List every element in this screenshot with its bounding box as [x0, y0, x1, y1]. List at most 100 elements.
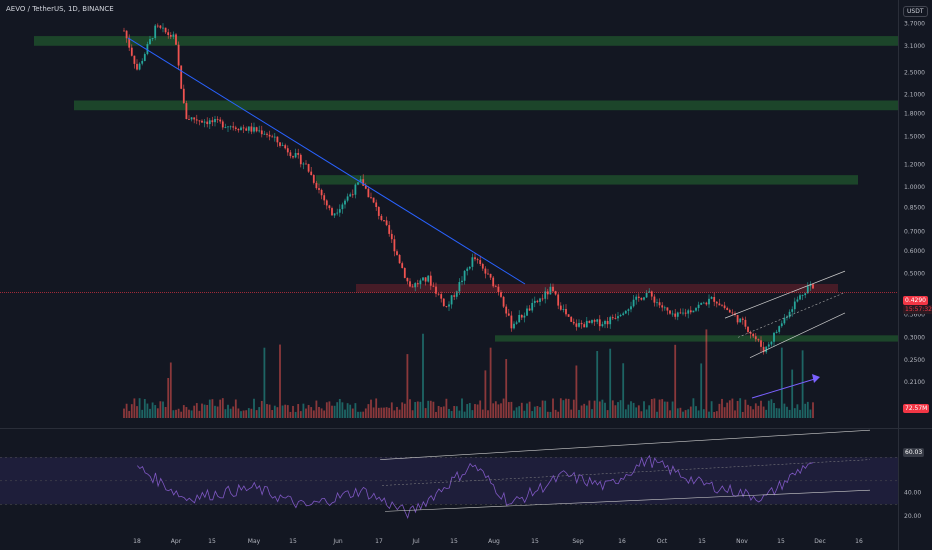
volume-bar	[715, 411, 718, 418]
volume-bar	[393, 410, 396, 418]
x-tick: 15	[777, 538, 785, 545]
volume-bar	[445, 398, 448, 418]
volume-bar	[476, 404, 479, 418]
volume-bar	[427, 400, 430, 418]
volume-bar	[377, 407, 380, 418]
volume-bar	[125, 403, 128, 418]
rsi-tick: 40.00	[904, 490, 921, 497]
volume-bar	[401, 402, 404, 418]
volume-bar	[333, 405, 336, 418]
volume-bar	[458, 410, 461, 418]
volume-bar	[523, 410, 526, 418]
volume-bar	[156, 408, 159, 418]
volume-bar	[312, 410, 315, 418]
volume-bar	[557, 411, 560, 418]
candle-body	[778, 326, 781, 332]
candle-body	[695, 308, 697, 311]
volume-bar	[219, 399, 222, 418]
volume-bar	[780, 347, 783, 418]
candle-body	[208, 120, 211, 125]
volume-bar	[489, 347, 492, 418]
volume-bar	[253, 398, 255, 418]
candle-body	[260, 130, 263, 135]
volume-bar	[609, 348, 612, 418]
candle-body	[752, 333, 755, 337]
volume-bar	[770, 399, 773, 418]
candle-body	[793, 301, 796, 310]
candle-body	[799, 295, 801, 300]
volume-bar	[481, 409, 484, 418]
candle-body	[767, 344, 770, 347]
volume-bar	[266, 404, 268, 418]
volume-bar	[765, 409, 768, 418]
volume-bar	[177, 408, 180, 418]
candle-body	[422, 277, 424, 281]
price-tick: 1.2000	[904, 161, 925, 168]
volume-bar	[440, 407, 443, 418]
candle-body	[336, 212, 339, 214]
volume-bar	[546, 411, 549, 418]
candle-body	[754, 336, 757, 340]
x-tick: Dec	[814, 538, 826, 545]
candle-body	[557, 294, 560, 306]
volume-bar	[533, 406, 536, 418]
candle-body	[143, 54, 146, 61]
candle-body	[476, 259, 479, 261]
candle-body	[432, 285, 435, 287]
volume-bar	[650, 399, 653, 418]
volume-bar	[809, 409, 812, 418]
candle-body	[479, 260, 482, 264]
candle-body	[518, 314, 521, 323]
volume-bar	[258, 407, 261, 418]
volume-bar	[752, 409, 755, 418]
candle-body	[775, 331, 778, 333]
volume-bar	[234, 399, 237, 418]
countdown-label: 15:57:32	[903, 305, 932, 314]
candle-body	[463, 270, 466, 281]
x-tick: 15	[531, 538, 539, 545]
volume-bar	[812, 402, 814, 418]
candle-body	[731, 312, 734, 314]
volume-bar	[193, 405, 196, 418]
support-zone	[495, 335, 898, 342]
volume-bar	[713, 411, 716, 418]
x-tick: Oct	[657, 538, 668, 545]
volume-bar	[617, 402, 619, 418]
candle-body	[364, 185, 367, 189]
candle-body	[385, 220, 388, 226]
candle-body	[726, 308, 729, 310]
volume-bar	[614, 405, 617, 418]
currency-button[interactable]: USDT	[903, 6, 928, 17]
volume-bar	[637, 405, 640, 418]
volume-bar	[648, 405, 651, 418]
candle-body	[401, 263, 404, 269]
volume-bar	[141, 409, 144, 418]
volume-bar	[539, 407, 541, 418]
candle-body	[645, 292, 648, 298]
volume-bar	[453, 405, 456, 418]
volume-bar	[396, 406, 398, 418]
candle-body	[367, 188, 370, 198]
candle-body	[281, 145, 284, 146]
candle-body	[575, 323, 578, 327]
x-tick: May	[248, 538, 261, 545]
volume-bar	[731, 398, 734, 418]
candle-body	[268, 134, 271, 137]
candle-body	[674, 313, 677, 317]
last-price-label: 0.4290	[903, 296, 928, 305]
volume-bar	[588, 400, 591, 418]
candle-body	[411, 286, 414, 288]
volume-bar	[286, 405, 289, 418]
candle-body	[370, 197, 372, 199]
candle-body	[193, 117, 196, 120]
volume-bar	[806, 401, 809, 418]
volume-bar	[136, 406, 138, 418]
volume-bar	[281, 405, 284, 418]
candle-body	[271, 136, 274, 138]
volume-bar	[227, 404, 229, 418]
volume-bar	[180, 411, 183, 418]
volume-bar	[767, 400, 770, 418]
candle-body	[510, 315, 513, 329]
volume-bar	[224, 409, 227, 418]
